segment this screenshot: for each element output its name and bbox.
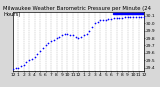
Point — [126, 17, 129, 18]
Point — [137, 16, 140, 17]
Point — [28, 60, 30, 61]
Point — [25, 62, 28, 63]
Point — [83, 34, 85, 36]
Point — [85, 33, 88, 34]
Point — [66, 33, 69, 34]
Point — [44, 45, 47, 46]
Point — [113, 17, 115, 19]
Point — [96, 21, 99, 23]
Point — [12, 68, 14, 70]
Point — [33, 56, 36, 57]
Point — [55, 37, 58, 39]
Bar — [113, 13, 144, 14]
Point — [72, 34, 74, 36]
Point — [110, 18, 112, 20]
Point — [140, 16, 143, 17]
Point — [31, 58, 33, 60]
Point — [14, 68, 17, 69]
Point — [69, 34, 72, 36]
Point — [115, 17, 118, 19]
Point — [129, 17, 132, 18]
Point — [64, 33, 66, 34]
Point — [132, 17, 134, 18]
Point — [47, 43, 50, 44]
Point — [50, 40, 52, 42]
Point — [52, 39, 55, 40]
Point — [61, 34, 63, 36]
Point — [93, 23, 96, 24]
Point — [36, 54, 39, 55]
Point — [39, 51, 41, 52]
Point — [104, 19, 107, 20]
Point — [124, 17, 126, 18]
Point — [22, 64, 25, 65]
Point — [20, 66, 22, 67]
Point — [143, 16, 145, 17]
Point — [17, 67, 20, 68]
Point — [77, 37, 80, 39]
Point — [107, 18, 110, 20]
Point — [58, 36, 60, 37]
Point — [118, 17, 121, 19]
Point — [74, 36, 77, 37]
Point — [135, 16, 137, 17]
Point — [99, 20, 102, 21]
Point — [102, 20, 104, 21]
Point — [80, 36, 82, 37]
Point — [42, 48, 44, 49]
Text: Milwaukee Weather Barometric Pressure per Minute (24 Hours): Milwaukee Weather Barometric Pressure pe… — [3, 6, 151, 17]
Point — [121, 17, 123, 19]
Point — [88, 30, 91, 31]
Point — [91, 26, 93, 28]
